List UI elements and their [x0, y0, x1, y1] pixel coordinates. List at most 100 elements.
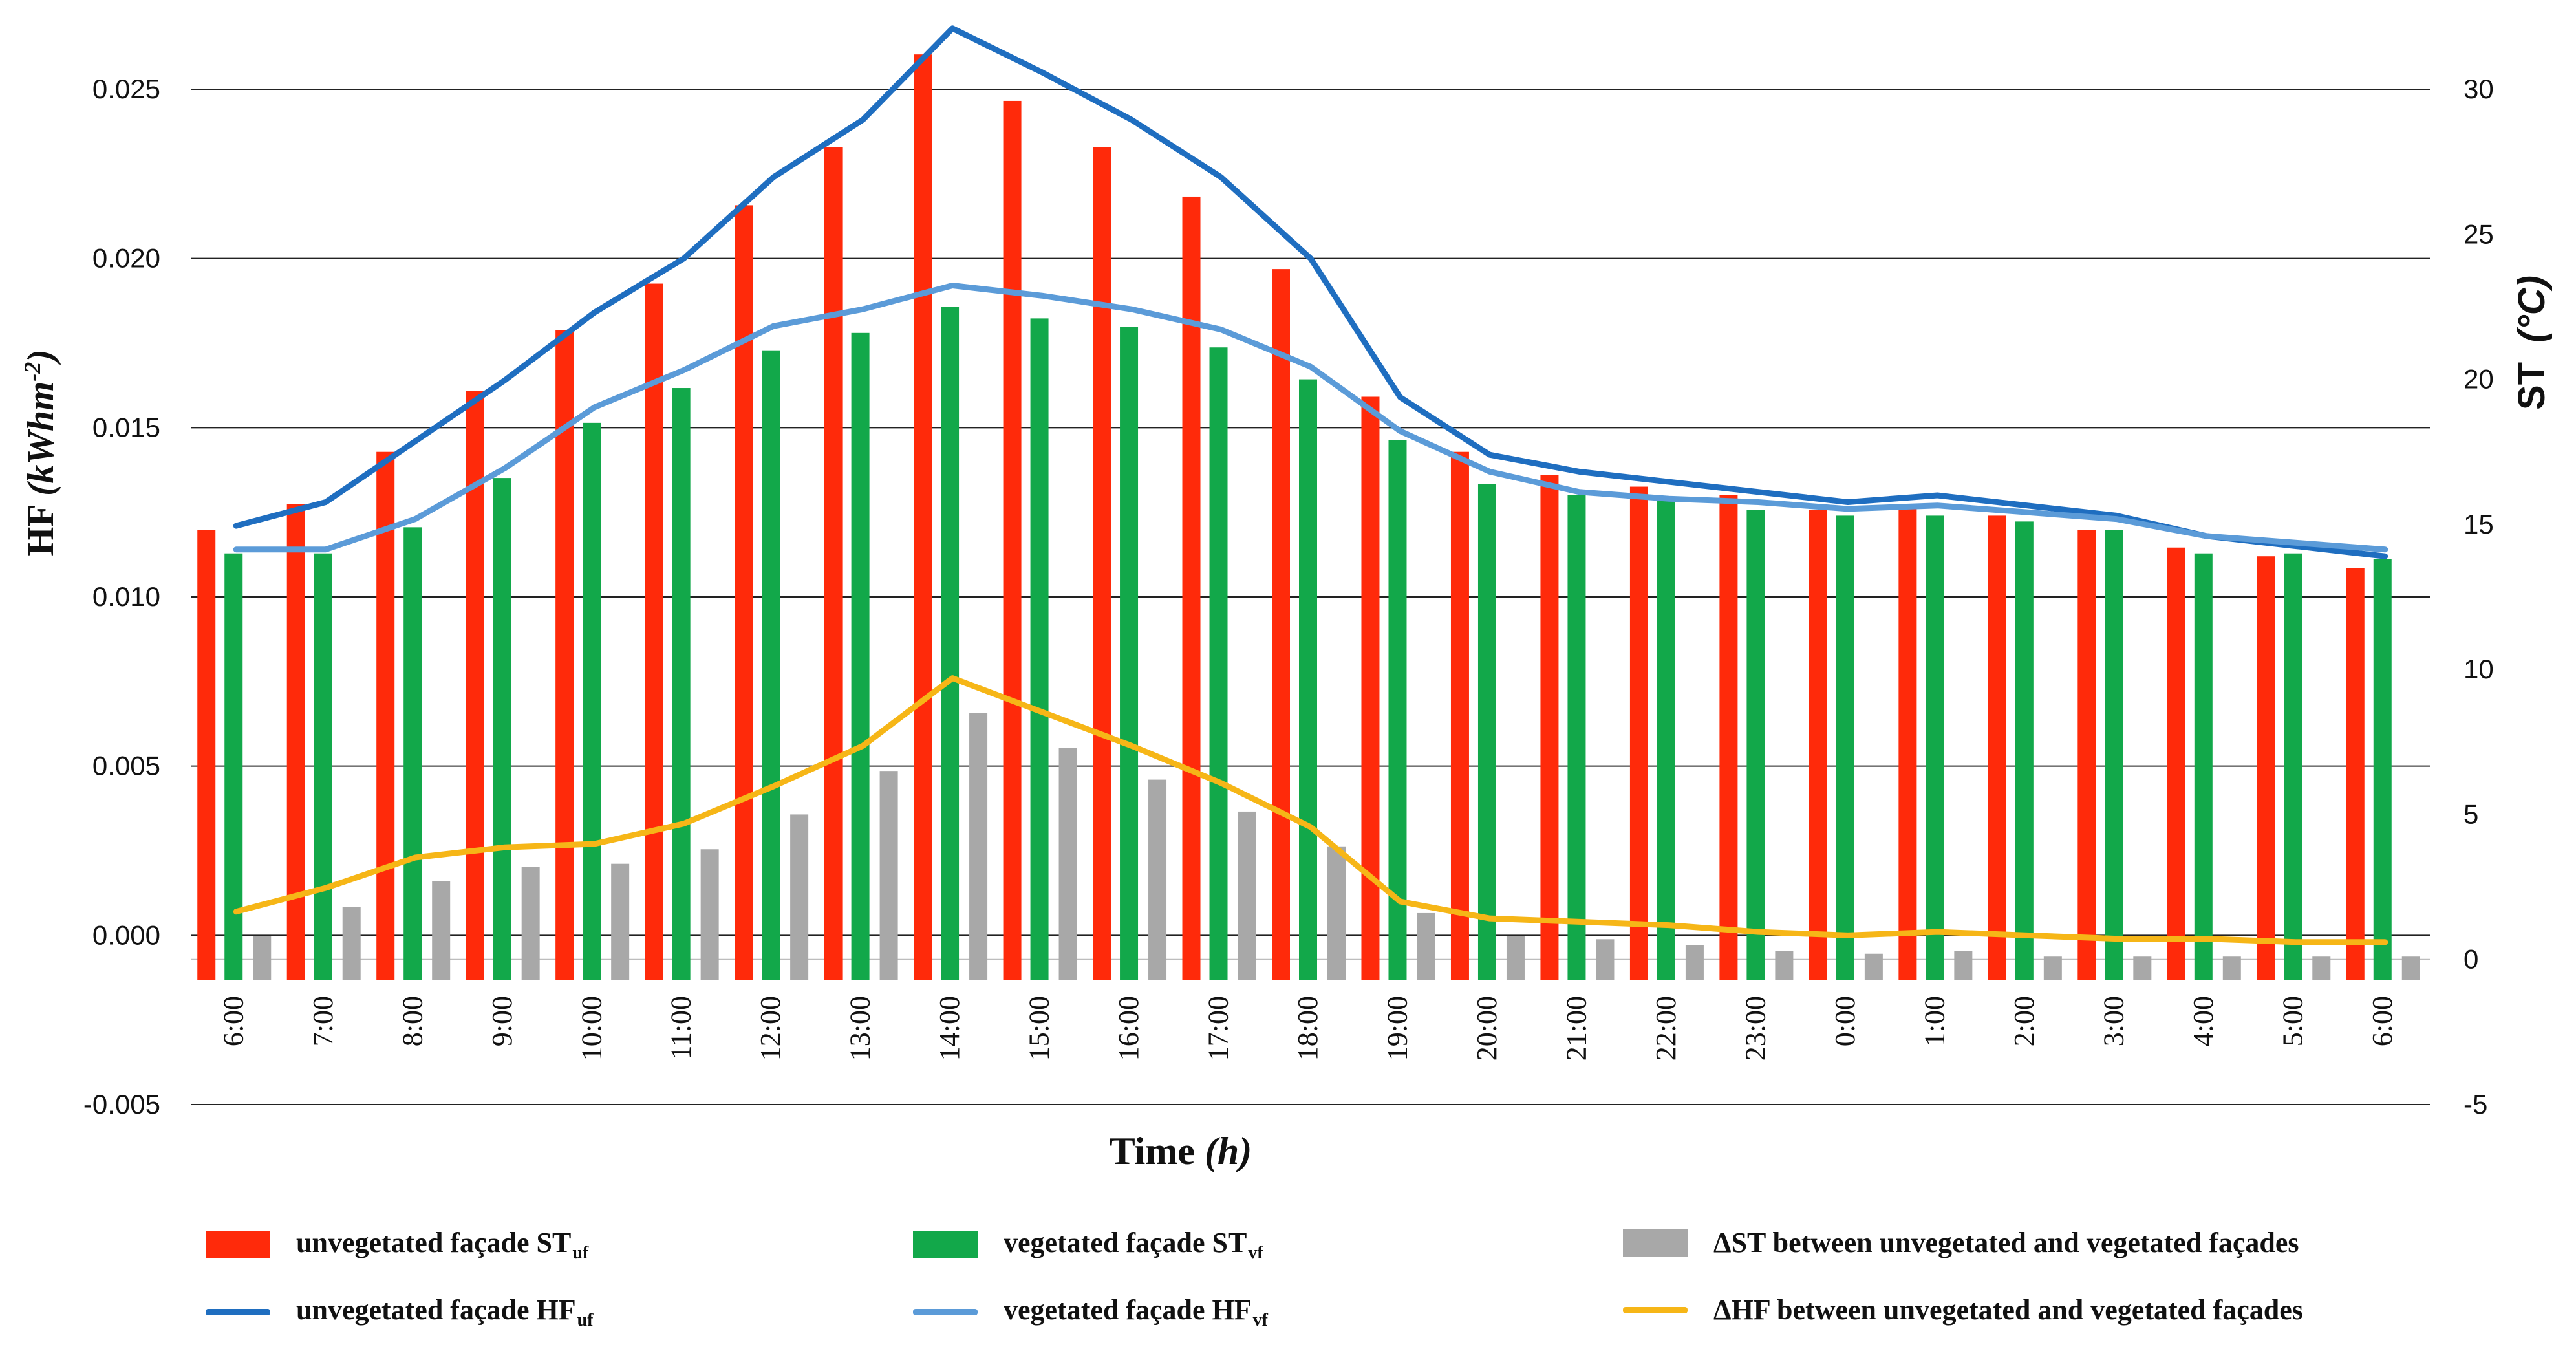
bar-st-uf	[2346, 568, 2365, 980]
x-tick-label: 11:00	[665, 996, 697, 1060]
bar-delta-st	[1148, 779, 1167, 980]
bar-delta-st	[1775, 951, 1794, 980]
x-tick-label: 13:00	[844, 996, 876, 1061]
x-tick-label: 16:00	[1113, 996, 1144, 1061]
bar-st-vf	[493, 478, 511, 980]
bar-delta-st	[700, 849, 719, 980]
bar-st-vf	[2284, 553, 2302, 980]
y2-tick-label: 10	[2463, 654, 2494, 684]
bar-st-vf	[1388, 440, 1407, 980]
bar-st-uf	[1898, 504, 1917, 980]
x-tick-label: 6:00	[217, 996, 249, 1046]
bar-delta-st	[2222, 956, 2241, 980]
bar-st-uf	[1182, 196, 1201, 980]
bar-delta-st	[2312, 956, 2331, 980]
bar-delta-st	[1238, 811, 1256, 980]
y2-tick-label: 0	[2463, 944, 2478, 975]
bar-delta-st	[1596, 939, 1615, 980]
y-tick-label: 0.015	[92, 412, 160, 442]
x-tick-label: 18:00	[1292, 996, 1324, 1061]
bar-st-uf	[914, 54, 932, 980]
x-tick-label: 14:00	[934, 996, 965, 1061]
bar-st-vf	[762, 350, 780, 980]
x-tick-label: 6:00	[2367, 996, 2398, 1046]
x-tick-label: 1:00	[1918, 996, 1950, 1046]
y-axis-title: HF (kWhm-2)	[19, 349, 61, 556]
x-tick-label: 0:00	[1829, 996, 1861, 1046]
lines-layer	[233, 25, 2388, 945]
bar-st-uf	[1540, 475, 1559, 980]
bar-st-vf	[1657, 501, 1675, 980]
y-tick-label: 0.000	[92, 920, 160, 950]
bar-st-uf	[1719, 495, 1738, 980]
x-tick-label: 5:00	[2277, 996, 2308, 1046]
bar-st-vf	[1836, 515, 1854, 980]
bar-st-vf	[1030, 318, 1049, 980]
x-tick-label: 3:00	[2098, 996, 2129, 1046]
bar-st-vf	[403, 527, 422, 980]
bar-st-vf	[1477, 484, 1496, 980]
x-tick-label: 7:00	[307, 996, 339, 1046]
y2-axis-title: ST (°C)	[2511, 275, 2553, 410]
bar-st-vf	[1926, 515, 1944, 980]
bar-st-vf	[314, 553, 332, 980]
bar-st-vf	[1209, 347, 1228, 980]
bars-layer	[197, 54, 2420, 980]
axis-titles: Time (h) HF (kWhm-2) ST (°C)	[19, 275, 2553, 1172]
bar-delta-st	[2401, 956, 2420, 980]
x-tick-label: 17:00	[1203, 996, 1234, 1061]
bar-delta-st	[2043, 956, 2062, 980]
bar-delta-st	[1327, 846, 1346, 980]
y2-tick-label: 30	[2463, 74, 2494, 104]
bar-st-uf	[376, 451, 395, 980]
bar-st-vf	[1120, 327, 1139, 980]
x-tick-label: 4:00	[2187, 996, 2219, 1046]
y-tick-label: 0.020	[92, 243, 160, 274]
bar-delta-st	[790, 814, 809, 980]
bar-st-uf	[2257, 556, 2275, 980]
y2-tick-label: 5	[2463, 799, 2478, 829]
x-tick-label: 8:00	[396, 996, 428, 1046]
bar-st-uf	[2077, 530, 2096, 980]
x-tick-label: 20:00	[1471, 996, 1503, 1061]
bar-delta-st	[521, 867, 540, 980]
bar-delta-st	[2133, 956, 2152, 980]
y2-tick-label: -5	[2463, 1089, 2487, 1119]
y-tick-label: -0.005	[83, 1089, 160, 1119]
line-delta-hf	[233, 675, 2388, 945]
bar-st-uf	[555, 330, 574, 980]
y2-tick-label: 15	[2463, 509, 2494, 539]
y-tick-label: 0.025	[92, 74, 160, 104]
bar-st-vf	[1299, 379, 1317, 980]
x-tick-label: 19:00	[1382, 996, 1413, 1061]
bar-st-vf	[1746, 510, 1765, 980]
bar-st-vf	[2105, 530, 2123, 980]
x-tick-label: 2:00	[2008, 996, 2040, 1046]
x-tick-label: 21:00	[1561, 996, 1593, 1061]
bar-st-uf	[824, 147, 843, 980]
line-hf-uf	[233, 25, 2388, 559]
y-tick-label: 0.005	[92, 751, 160, 781]
y2-tick-label: 25	[2463, 219, 2494, 249]
x-tick-label: 9:00	[486, 996, 518, 1046]
bar-st-uf	[1450, 451, 1469, 980]
bar-st-vf	[851, 332, 870, 980]
x-tick-label: 15:00	[1024, 996, 1055, 1061]
bar-delta-st	[432, 881, 451, 980]
axis-labels: -0.005 0.000 0.005 0.010 0.015 0.020 0.025 -5 0 5…	[83, 74, 2494, 1119]
bar-st-vf	[2373, 559, 2392, 980]
bar-st-uf	[2167, 547, 2185, 980]
bar-st-vf	[583, 422, 601, 980]
bar-st-uf	[1629, 486, 1648, 980]
bar-st-uf	[286, 504, 305, 980]
bar-delta-st	[1685, 945, 1704, 980]
bar-st-uf	[1003, 100, 1022, 980]
bar-delta-st	[1954, 951, 1973, 980]
y-tick-label: 0.010	[92, 581, 160, 612]
bar-st-uf	[645, 283, 663, 980]
bar-st-uf	[1272, 269, 1290, 980]
bar-st-uf	[1988, 515, 2006, 980]
x-tick-label: 10:00	[575, 996, 607, 1061]
bar-delta-st	[879, 771, 898, 980]
